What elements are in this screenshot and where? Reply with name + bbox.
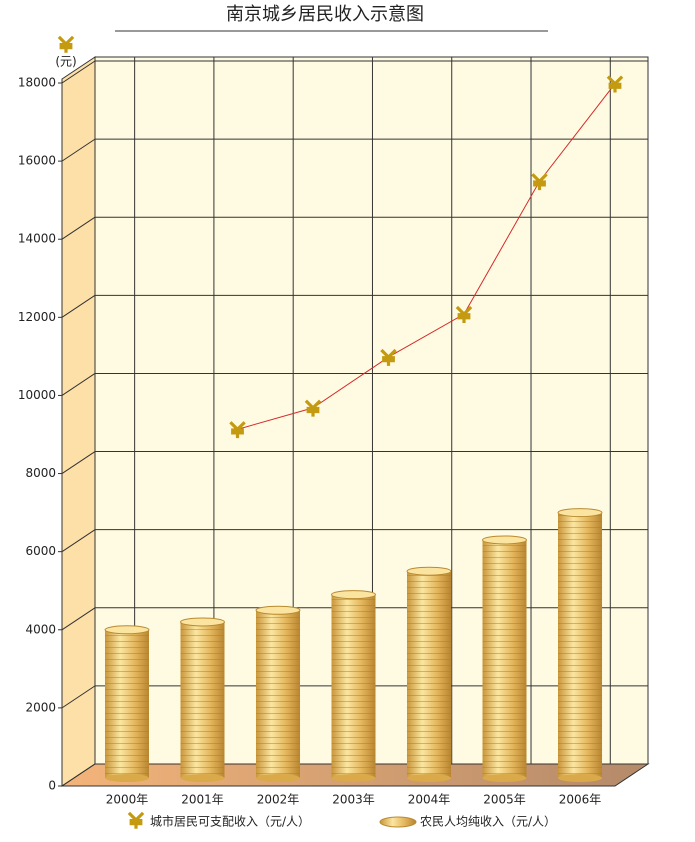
- coin-top: [406, 566, 452, 576]
- grid-line: [61, 216, 96, 240]
- y-tick-label: 18000: [18, 76, 56, 90]
- grid-line: [61, 607, 96, 631]
- y-tick-label: 4000: [25, 622, 56, 636]
- yen-marker: [380, 348, 397, 366]
- yen-marker: [606, 75, 624, 93]
- y-unit: (元): [55, 55, 76, 69]
- yen-marker: [531, 173, 548, 191]
- grid-line: [61, 294, 96, 318]
- coin-stripes: [407, 571, 451, 778]
- yen-marker: [127, 811, 145, 829]
- coin-stripes: [331, 594, 376, 778]
- coin-stripes: [558, 512, 602, 778]
- grid-line: [61, 763, 96, 787]
- legend-coin: [379, 816, 417, 828]
- coin-base: [482, 774, 527, 782]
- coin-base: [105, 774, 149, 782]
- x-tick-label: 2006年: [559, 793, 602, 807]
- x-tick-label: 2002年: [257, 793, 300, 807]
- yen-marker: [455, 305, 473, 323]
- y-tick-label: 0: [48, 779, 56, 793]
- grid-line: [61, 451, 96, 474]
- coin-top: [104, 625, 150, 635]
- x-tick-label: 2004年: [408, 793, 451, 807]
- coin-stripes: [180, 621, 225, 778]
- coin-base: [407, 774, 451, 782]
- y-tick-label: 2000: [25, 700, 56, 714]
- yen-marker: [229, 421, 246, 439]
- yen-marker: [57, 35, 75, 53]
- coin-stripes: [105, 629, 149, 778]
- grid-line: [61, 373, 96, 396]
- x-tick-label: 2003年: [332, 793, 375, 807]
- side-wall: [61, 56, 96, 787]
- coin-base: [331, 774, 376, 782]
- coin-stripes: [256, 610, 300, 778]
- x-tick-label: 2001年: [181, 793, 224, 807]
- line: [237, 83, 616, 430]
- legend-label: 城市居民可支配收入（元/人）: [150, 814, 310, 829]
- coin-top: [180, 617, 225, 627]
- coin-top: [557, 508, 603, 518]
- y-tick-label: 16000: [18, 154, 56, 168]
- chart-title: 南京城乡居民收入示意图: [226, 4, 424, 25]
- coin-base: [256, 774, 300, 782]
- grid-line: [61, 685, 96, 709]
- y-tick-label: 8000: [25, 466, 56, 480]
- legend-label: 农民人均纯收入（元/人）: [420, 815, 556, 829]
- x-tick-label: 2005年: [483, 793, 526, 807]
- coin-top: [331, 590, 376, 600]
- coin-base: [558, 774, 602, 782]
- coin-base: [180, 774, 225, 782]
- y-tick-label: 10000: [18, 388, 56, 402]
- grid-line: [61, 60, 96, 84]
- coin-top: [255, 605, 301, 615]
- grid-line: [61, 138, 96, 162]
- y-tick-label: 14000: [18, 232, 56, 246]
- x-tick-label: 2000年: [106, 793, 149, 807]
- coin-stripes: [482, 539, 527, 778]
- grid-line: [61, 529, 96, 553]
- coin-top: [482, 535, 527, 545]
- y-tick-label: 12000: [18, 310, 56, 324]
- yen-marker: [304, 399, 322, 417]
- y-tick-label: 6000: [25, 544, 56, 558]
